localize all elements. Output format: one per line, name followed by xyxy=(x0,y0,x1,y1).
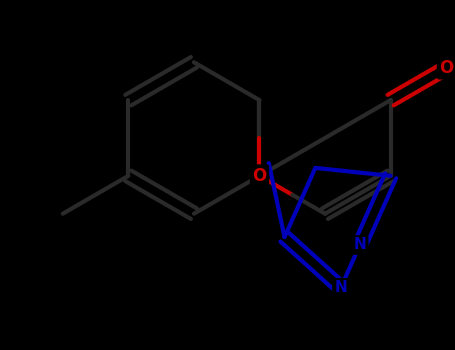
Text: O: O xyxy=(439,59,454,77)
Text: O: O xyxy=(253,167,267,185)
Text: N: N xyxy=(334,280,347,295)
Text: N: N xyxy=(354,238,366,252)
